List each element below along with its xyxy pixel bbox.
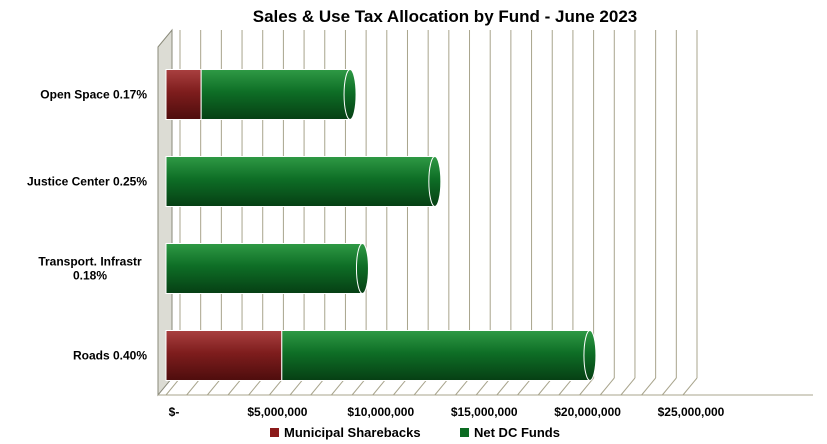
x-tick-labels: $- $5,000,000 $10,000,000 $15,000,000 $20,00… [169, 405, 725, 419]
x-tick-label: $5,000,000 [247, 405, 307, 419]
x-tick-label: $- [169, 405, 180, 419]
category-label: Justice Center 0.25% [27, 175, 147, 189]
bar-municipal-sharebacks [165, 69, 202, 120]
x-tick-label: $20,000,000 [554, 405, 621, 419]
floor-gridline [661, 377, 677, 396]
bar-municipal-sharebacks [165, 330, 283, 381]
bar-net-dc-funds [200, 69, 351, 120]
floor-gridline [579, 377, 594, 396]
legend: Municipal Sharebacks Net DC Funds [270, 425, 560, 440]
x-tick-label: $10,000,000 [347, 405, 414, 419]
bar-net-dc-funds [165, 156, 436, 207]
category-label: Open Space 0.17% [40, 88, 147, 102]
floor-gridline [599, 377, 615, 396]
bar-net-dc-funds [281, 330, 591, 381]
category-label: Transport. Infrastr 0.18% [38, 255, 142, 283]
legend-swatch [270, 428, 279, 437]
bar-net-dc-funds [165, 243, 363, 294]
bar-end-cap [428, 156, 442, 207]
bar-end-cap [355, 243, 369, 294]
bars [165, 69, 597, 381]
chart-title: Sales & Use Tax Allocation by Fund - Jun… [253, 7, 638, 26]
floor-gridline [620, 377, 636, 396]
x-tick-label: $25,000,000 [658, 405, 725, 419]
category-labels: Open Space 0.17% Justice Center 0.25% Tran… [27, 88, 147, 363]
legend-swatch [460, 428, 469, 437]
legend-label: Municipal Sharebacks [284, 425, 421, 440]
legend-label: Net DC Funds [474, 425, 560, 440]
x-tick-label: $15,000,000 [451, 405, 518, 419]
category-label: Roads 0.40% [73, 349, 147, 363]
floor-gridline [641, 377, 657, 396]
bar-end-cap [343, 69, 357, 120]
floor-gridline [682, 377, 698, 396]
bar-end-cap [583, 330, 597, 381]
